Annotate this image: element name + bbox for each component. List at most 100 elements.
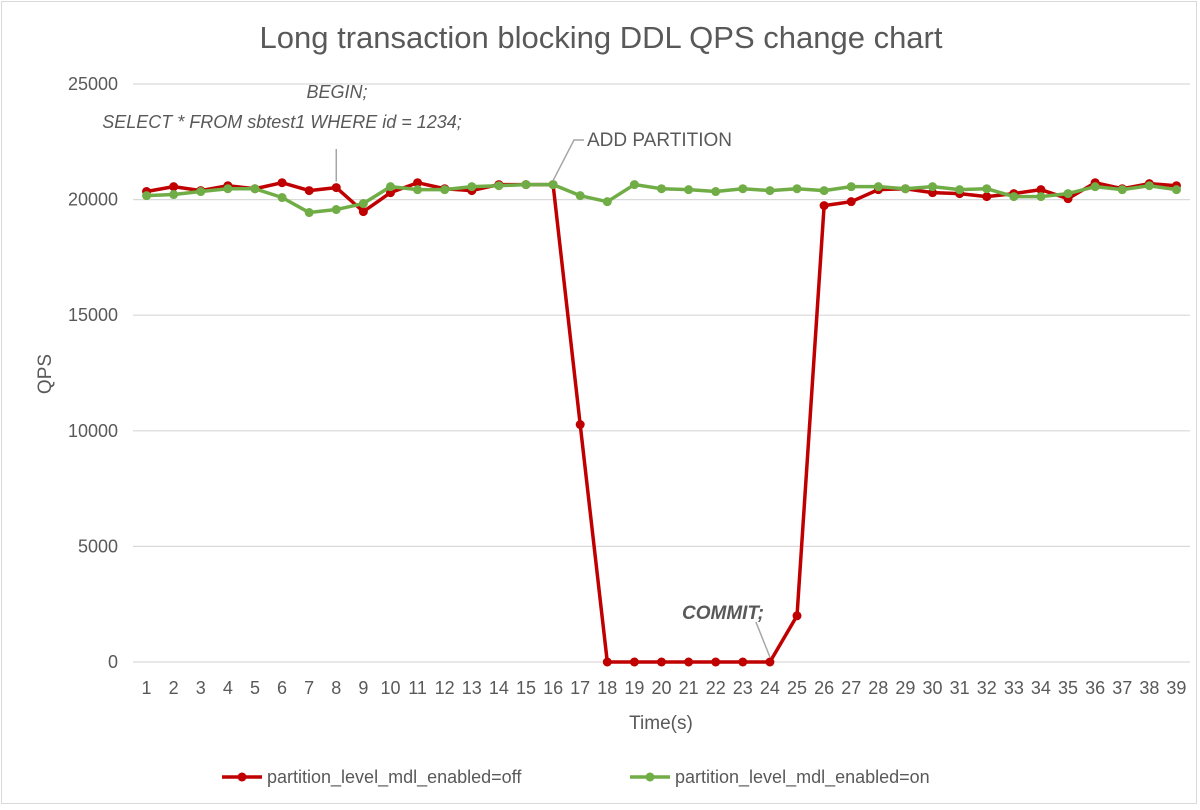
data-point bbox=[304, 208, 314, 218]
x-tick-label: 25 bbox=[787, 678, 807, 698]
x-tick-label: 24 bbox=[760, 678, 780, 698]
y-tick-label: 0 bbox=[108, 652, 118, 672]
data-point bbox=[602, 197, 612, 207]
x-tick-label: 29 bbox=[895, 678, 915, 698]
y-tick-label: 20000 bbox=[68, 190, 118, 210]
annotation-begin: BEGIN; bbox=[306, 82, 367, 102]
legend-item: partition_level_mdl_enabled=on bbox=[630, 767, 930, 788]
data-point bbox=[169, 182, 179, 192]
x-tick-label: 21 bbox=[679, 678, 699, 698]
data-point bbox=[602, 657, 612, 667]
data-point bbox=[684, 657, 694, 667]
data-point bbox=[548, 180, 558, 190]
x-tick-label: 19 bbox=[624, 678, 644, 698]
data-point bbox=[413, 178, 423, 188]
data-point bbox=[250, 184, 260, 194]
data-point bbox=[738, 657, 748, 667]
data-point bbox=[657, 184, 666, 194]
y-tick-label: 10000 bbox=[68, 421, 118, 441]
x-tick-label: 23 bbox=[733, 678, 753, 698]
data-point bbox=[1036, 185, 1046, 195]
data-point bbox=[467, 182, 477, 192]
x-tick-label: 7 bbox=[304, 678, 314, 698]
x-tick-label: 2 bbox=[169, 678, 179, 698]
x-tick-label: 14 bbox=[489, 678, 509, 698]
annotation-leader bbox=[552, 139, 584, 181]
annotation-begin: SELECT * FROM sbtest1 WHERE id = 1234; bbox=[102, 112, 462, 132]
legend-marker bbox=[237, 772, 247, 782]
x-tick-label: 18 bbox=[597, 678, 617, 698]
data-point bbox=[955, 185, 965, 195]
x-tick-label: 38 bbox=[1139, 678, 1159, 698]
x-tick-label: 34 bbox=[1031, 678, 1051, 698]
data-point bbox=[765, 657, 775, 667]
data-point bbox=[331, 205, 341, 215]
x-tick-label: 35 bbox=[1058, 678, 1078, 698]
data-point bbox=[142, 191, 152, 201]
series-line bbox=[146, 180, 1177, 664]
data-point bbox=[331, 183, 341, 193]
legend-item: partition_level_mdl_enabled=off bbox=[222, 767, 522, 788]
data-point bbox=[819, 201, 829, 211]
data-point bbox=[900, 184, 910, 194]
data-point bbox=[196, 187, 206, 197]
data-point bbox=[575, 191, 585, 201]
chart-title: Long transaction blocking DDL QPS change… bbox=[260, 20, 943, 55]
data-point bbox=[982, 184, 992, 194]
data-point bbox=[873, 182, 883, 192]
x-tick-label: 37 bbox=[1112, 678, 1132, 698]
x-tick-label: 11 bbox=[408, 678, 427, 698]
x-tick-label: 17 bbox=[570, 678, 590, 698]
legend-marker bbox=[645, 772, 655, 782]
data-point bbox=[521, 180, 531, 190]
annotation-leader bbox=[755, 621, 771, 658]
x-tick-label: 31 bbox=[950, 678, 970, 698]
data-point bbox=[277, 178, 287, 188]
series-1 bbox=[142, 180, 1181, 218]
data-point bbox=[413, 185, 423, 195]
data-point bbox=[846, 182, 856, 192]
data-point bbox=[819, 186, 829, 196]
data-point bbox=[1144, 181, 1154, 191]
data-point bbox=[846, 197, 856, 207]
data-point bbox=[982, 192, 992, 202]
x-tick-label: 8 bbox=[331, 678, 341, 698]
data-point bbox=[738, 184, 748, 194]
data-point bbox=[792, 611, 802, 621]
data-point bbox=[629, 657, 639, 667]
data-point bbox=[1117, 185, 1127, 195]
x-axis-label: Time(s) bbox=[629, 713, 693, 734]
x-tick-label: 1 bbox=[142, 678, 152, 698]
annotation-commit: COMMIT; bbox=[682, 603, 764, 624]
x-tick-label: 22 bbox=[706, 678, 726, 698]
x-tick-label: 13 bbox=[462, 678, 482, 698]
data-point bbox=[1063, 189, 1073, 199]
data-point bbox=[575, 420, 585, 430]
data-point bbox=[1090, 182, 1100, 192]
data-point bbox=[304, 186, 314, 196]
data-point bbox=[1009, 192, 1019, 202]
x-tick-label: 10 bbox=[380, 678, 400, 698]
x-tick-label: 3 bbox=[196, 678, 206, 698]
x-tick-label: 5 bbox=[250, 678, 260, 698]
data-point bbox=[169, 190, 179, 200]
x-tick-label: 6 bbox=[277, 678, 287, 698]
legend-label: partition_level_mdl_enabled=on bbox=[675, 767, 930, 788]
data-point bbox=[494, 181, 504, 191]
x-tick-label: 28 bbox=[868, 678, 888, 698]
data-point bbox=[223, 184, 233, 194]
data-point bbox=[358, 199, 368, 209]
annotation-add-partition: ADD PARTITION bbox=[587, 130, 732, 151]
data-point bbox=[711, 187, 721, 197]
data-point bbox=[1036, 192, 1046, 202]
y-axis-label: QPS bbox=[35, 354, 56, 394]
data-point bbox=[765, 186, 775, 196]
x-tick-label: 20 bbox=[651, 678, 671, 698]
x-tick-label: 4 bbox=[223, 678, 233, 698]
x-tick-label: 15 bbox=[516, 678, 536, 698]
data-point bbox=[684, 185, 694, 195]
x-tick-label: 32 bbox=[977, 678, 997, 698]
legend-label: partition_level_mdl_enabled=off bbox=[267, 767, 522, 788]
data-point bbox=[440, 185, 450, 195]
